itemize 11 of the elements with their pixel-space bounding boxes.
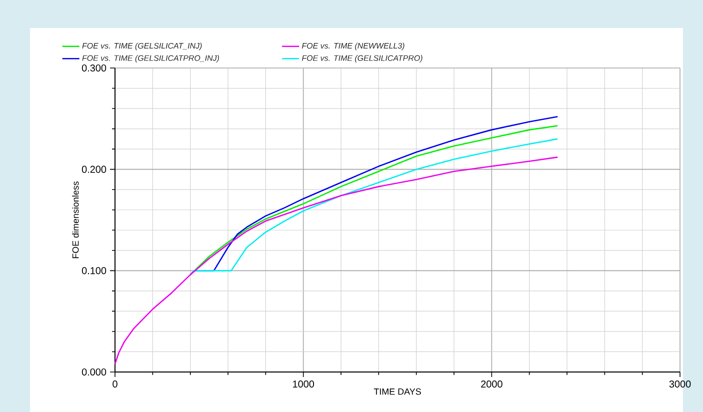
y-tick-label: 0.100 xyxy=(82,267,106,274)
x-tick-label: 0 xyxy=(112,380,118,388)
y-tick-label: 0.200 xyxy=(82,166,106,173)
line-series xyxy=(114,156,558,365)
y-axis-title: FOE dimensionless xyxy=(72,181,79,258)
x-tick-label: 3000 xyxy=(669,380,691,388)
y-tick-label: 0.000 xyxy=(82,368,106,376)
x-axis-title: TIME DAYS xyxy=(374,388,421,395)
x-tick-label: 1000 xyxy=(293,380,314,388)
y-tick-label: 0.300 xyxy=(82,64,106,72)
x-tick-label: 2000 xyxy=(481,380,502,388)
